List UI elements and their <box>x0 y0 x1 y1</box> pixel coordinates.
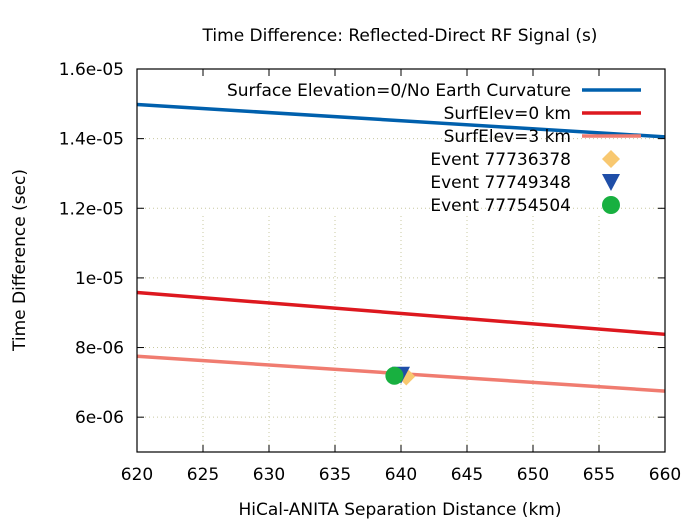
legend-label: SurfElev=3 km <box>444 127 571 147</box>
legend-label: Surface Elevation=0/No Earth Curvature <box>227 81 571 101</box>
x-tick-label: 625 <box>187 465 219 485</box>
chart-title: Time Difference: Reflected-Direct RF Sig… <box>202 26 598 46</box>
x-tick-label: 635 <box>319 465 351 485</box>
legend-swatch-marker <box>602 174 620 191</box>
legend-swatch-marker <box>602 150 620 168</box>
data-point-5 <box>385 366 404 385</box>
grid <box>137 138 665 452</box>
event-points <box>385 366 416 386</box>
x-tick-label: 620 <box>121 465 153 485</box>
legend-label: Event 77749348 <box>430 173 571 193</box>
x-axis-label: HiCal-ANITA Separation Distance (km) <box>239 500 562 520</box>
y-axis-label: Time Difference (sec) <box>10 169 30 352</box>
x-tick-label: 650 <box>517 465 549 485</box>
legend-label: SurfElev=0 km <box>444 104 571 124</box>
x-tick-label: 655 <box>583 465 615 485</box>
x-tick-label: 640 <box>385 465 417 485</box>
legend: Surface Elevation=0/No Earth Curvature Su… <box>227 81 641 216</box>
y-tick-label: 8e-06 <box>75 339 124 359</box>
x-tick-label: 645 <box>451 465 483 485</box>
y-tick-label: 1.6e-05 <box>59 60 124 80</box>
legend-swatch-marker <box>602 196 620 214</box>
y-tick-label: 1e-05 <box>75 269 124 289</box>
x-tick-label: 660 <box>649 465 681 485</box>
y-tick-label: 1.2e-05 <box>59 199 124 219</box>
series-line-0 <box>136 102 666 139</box>
axis-ticks: 620 625 630 635 640 645 650 655 660 6e-06 8e-06 1e-… <box>59 60 681 485</box>
series-line-1 <box>136 290 666 337</box>
legend-label: Event 77754504 <box>430 196 571 216</box>
legend-label: Event 77736378 <box>430 150 571 170</box>
y-tick-label: 1.4e-05 <box>59 130 124 150</box>
x-tick-label: 630 <box>253 465 285 485</box>
y-tick-label: 6e-06 <box>75 408 124 428</box>
